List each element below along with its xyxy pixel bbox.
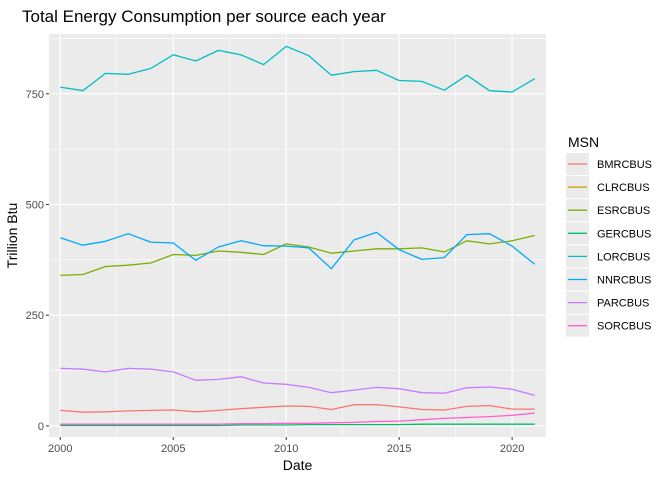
legend-label: PARCBUS bbox=[597, 298, 649, 310]
legend-label: LORCBUS bbox=[597, 251, 650, 263]
series-line-nnrcbus bbox=[60, 231, 536, 270]
x-tick-label: 2015 bbox=[387, 443, 411, 455]
major-gridlines bbox=[49, 34, 546, 437]
y-axis-title: Trillion Btu bbox=[4, 203, 20, 269]
legend-label: CLRCBUS bbox=[597, 182, 650, 194]
legend-title: MSN bbox=[568, 134, 599, 150]
x-tick-label: 2010 bbox=[274, 443, 298, 455]
x-tick-label: 2000 bbox=[48, 443, 72, 455]
series-line-parcbus bbox=[60, 367, 535, 397]
series-line-gercbus bbox=[60, 423, 535, 427]
y-tick-label: 750 bbox=[26, 89, 44, 101]
series-line-bmrcbus bbox=[60, 404, 535, 413]
legend: MSN BMRCBUS CLRCBUS ESRCBUS GERCBUS LORCBUS N… bbox=[566, 134, 652, 337]
y-tick-label: 0 bbox=[38, 421, 44, 433]
x-tick-label: 2020 bbox=[500, 443, 524, 455]
legend-label: BMRCBUS bbox=[597, 159, 652, 171]
y-tick-label: 250 bbox=[26, 310, 44, 322]
y-axis: 0 250 500 750 bbox=[26, 89, 49, 433]
legend-label: ESRCBUS bbox=[597, 205, 650, 217]
x-axis: 2000 2005 2010 2015 2020 bbox=[48, 437, 524, 455]
legend-label: GERCBUS bbox=[597, 228, 651, 240]
series-line-sorcbus bbox=[60, 412, 535, 425]
legend-label: SORCBUS bbox=[597, 321, 651, 333]
chart-title: Total Energy Consumption per source each… bbox=[22, 7, 386, 26]
series-lines bbox=[60, 45, 536, 427]
y-tick-label: 500 bbox=[26, 200, 44, 212]
x-axis-title: Date bbox=[283, 457, 313, 473]
x-tick-label: 2005 bbox=[161, 443, 185, 455]
series-line-lorcbus bbox=[60, 45, 536, 93]
legend-label: NNRCBUS bbox=[597, 275, 651, 287]
minor-gridlines bbox=[49, 34, 546, 437]
